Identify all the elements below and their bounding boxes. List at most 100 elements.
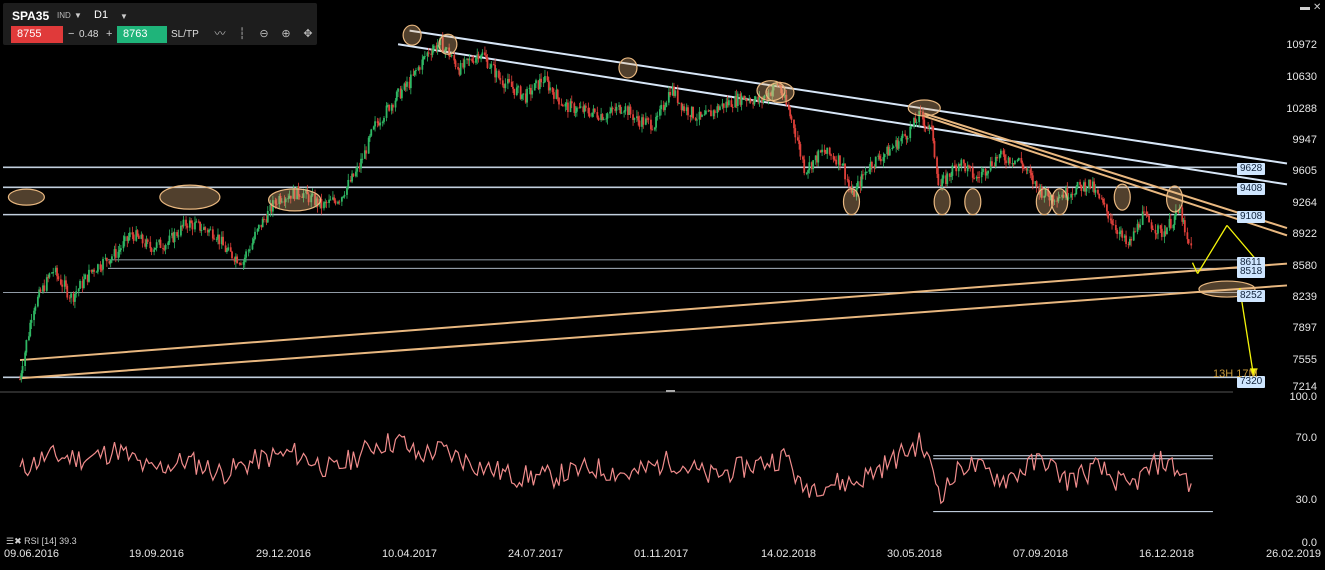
candle-body	[132, 234, 135, 241]
candle-body	[913, 118, 915, 127]
rsi-indicator-label[interactable]: ☰✖ RSI [14] 39.3	[6, 536, 77, 547]
candle-body	[458, 69, 461, 75]
candle-body	[1163, 231, 1166, 237]
restore-window-button[interactable]: ▬	[1300, 2, 1310, 13]
candle-body	[1123, 235, 1126, 238]
sell-price-button[interactable]: 8755	[11, 26, 63, 43]
candle-body	[102, 258, 104, 270]
candle-body	[422, 56, 425, 60]
crosshair-icon[interactable]: ✥	[303, 28, 313, 40]
candle-body	[646, 118, 649, 120]
candle-body	[218, 234, 221, 245]
candle-body	[211, 229, 214, 239]
candle-body	[274, 200, 277, 204]
candle-body	[655, 116, 657, 128]
candle-body	[435, 45, 438, 51]
sl-tp-button[interactable]: SL/TP	[171, 29, 199, 40]
candle-body	[561, 104, 564, 107]
candle-body	[1020, 157, 1023, 163]
candle-body	[1075, 187, 1078, 195]
candle-body	[713, 110, 716, 114]
projection-line	[1197, 225, 1228, 274]
trendline	[409, 29, 1288, 165]
rsi-label-text: RSI [14] 39.3	[24, 536, 77, 546]
zoom-out-icon[interactable]: ⊖	[259, 28, 269, 40]
candle-body	[1141, 211, 1144, 225]
candle-body	[763, 95, 766, 99]
timeframe-chevron-down-icon[interactable]: ▼	[120, 12, 128, 21]
candle-body	[879, 158, 882, 162]
bar-chart-icon[interactable]: ┆	[238, 28, 246, 40]
candle-body	[954, 165, 956, 167]
level-label[interactable]: 7320	[1237, 376, 1266, 388]
candle-body	[1047, 188, 1050, 196]
candle-body	[883, 154, 886, 158]
candle-body	[1080, 184, 1083, 191]
rsi-tick: 0.0	[1301, 537, 1317, 549]
candle-body	[676, 90, 679, 103]
symbol-name[interactable]: SPA35	[12, 9, 50, 23]
candle-body	[412, 74, 415, 76]
candle-body	[1169, 218, 1172, 229]
trendline	[923, 112, 1288, 230]
candle-body	[265, 219, 268, 223]
candle-body	[194, 222, 196, 230]
timeframe-selector[interactable]: D1	[94, 9, 109, 21]
candle-body	[494, 64, 497, 78]
level-label[interactable]: 9108	[1237, 211, 1266, 223]
candle-body	[498, 70, 500, 78]
candle-body	[19, 379, 21, 381]
candle-body	[770, 92, 772, 96]
candle-body	[914, 118, 917, 123]
candle-body	[794, 128, 797, 138]
candle-body	[1127, 243, 1130, 245]
level-label[interactable]: 8518	[1237, 266, 1266, 278]
candle-body	[351, 173, 353, 182]
candle-body	[960, 159, 963, 166]
candle-body	[980, 171, 983, 178]
candle-body	[1145, 211, 1148, 215]
candle-body	[508, 78, 511, 82]
candle-body	[329, 199, 332, 201]
highlight-ellipse	[765, 81, 795, 104]
candle-body	[57, 276, 60, 280]
line-chart-icon[interactable]: 〰	[214, 28, 226, 40]
candle-body	[748, 99, 751, 101]
highlight-ellipse	[618, 57, 638, 79]
level-label[interactable]: 8252	[1237, 290, 1266, 302]
candle-body	[1107, 211, 1110, 219]
candle-body	[833, 159, 836, 161]
candle-body	[297, 186, 300, 196]
candle-body	[994, 156, 997, 167]
candle-body	[441, 37, 444, 52]
highlight-ellipse	[964, 188, 982, 216]
candle-body	[68, 297, 71, 299]
candle-body	[633, 118, 636, 120]
candle-body	[1016, 160, 1019, 162]
candle-body	[77, 288, 80, 292]
trade-volume-value[interactable]: 0.48	[79, 29, 99, 40]
candle-body	[712, 110, 715, 117]
volume-decrease-button[interactable]: −	[68, 28, 75, 40]
buy-price-button[interactable]: 8763	[117, 26, 167, 43]
candle-body	[685, 107, 688, 112]
volume-increase-button[interactable]: +	[106, 28, 113, 40]
candle-body	[417, 67, 420, 71]
candle-body	[186, 225, 189, 228]
candle-body	[475, 58, 477, 63]
candle-body	[120, 248, 122, 250]
candle-body	[1154, 229, 1157, 234]
candle-body	[996, 156, 998, 159]
rsi-series-line	[19, 432, 1192, 505]
indicator-menu-icon[interactable]: ☰✖	[6, 536, 25, 546]
candle-body	[185, 219, 187, 226]
close-window-button[interactable]: ✕	[1313, 2, 1322, 13]
candle-body	[492, 64, 495, 66]
level-label[interactable]: 9628	[1237, 163, 1266, 175]
candle-body	[1007, 157, 1010, 164]
zoom-in-icon[interactable]: ⊕	[281, 28, 291, 40]
symbol-dropdown-chevron-icon[interactable]: ▼	[74, 11, 82, 20]
level-label[interactable]: 9408	[1237, 183, 1266, 195]
candle-body	[34, 306, 37, 311]
